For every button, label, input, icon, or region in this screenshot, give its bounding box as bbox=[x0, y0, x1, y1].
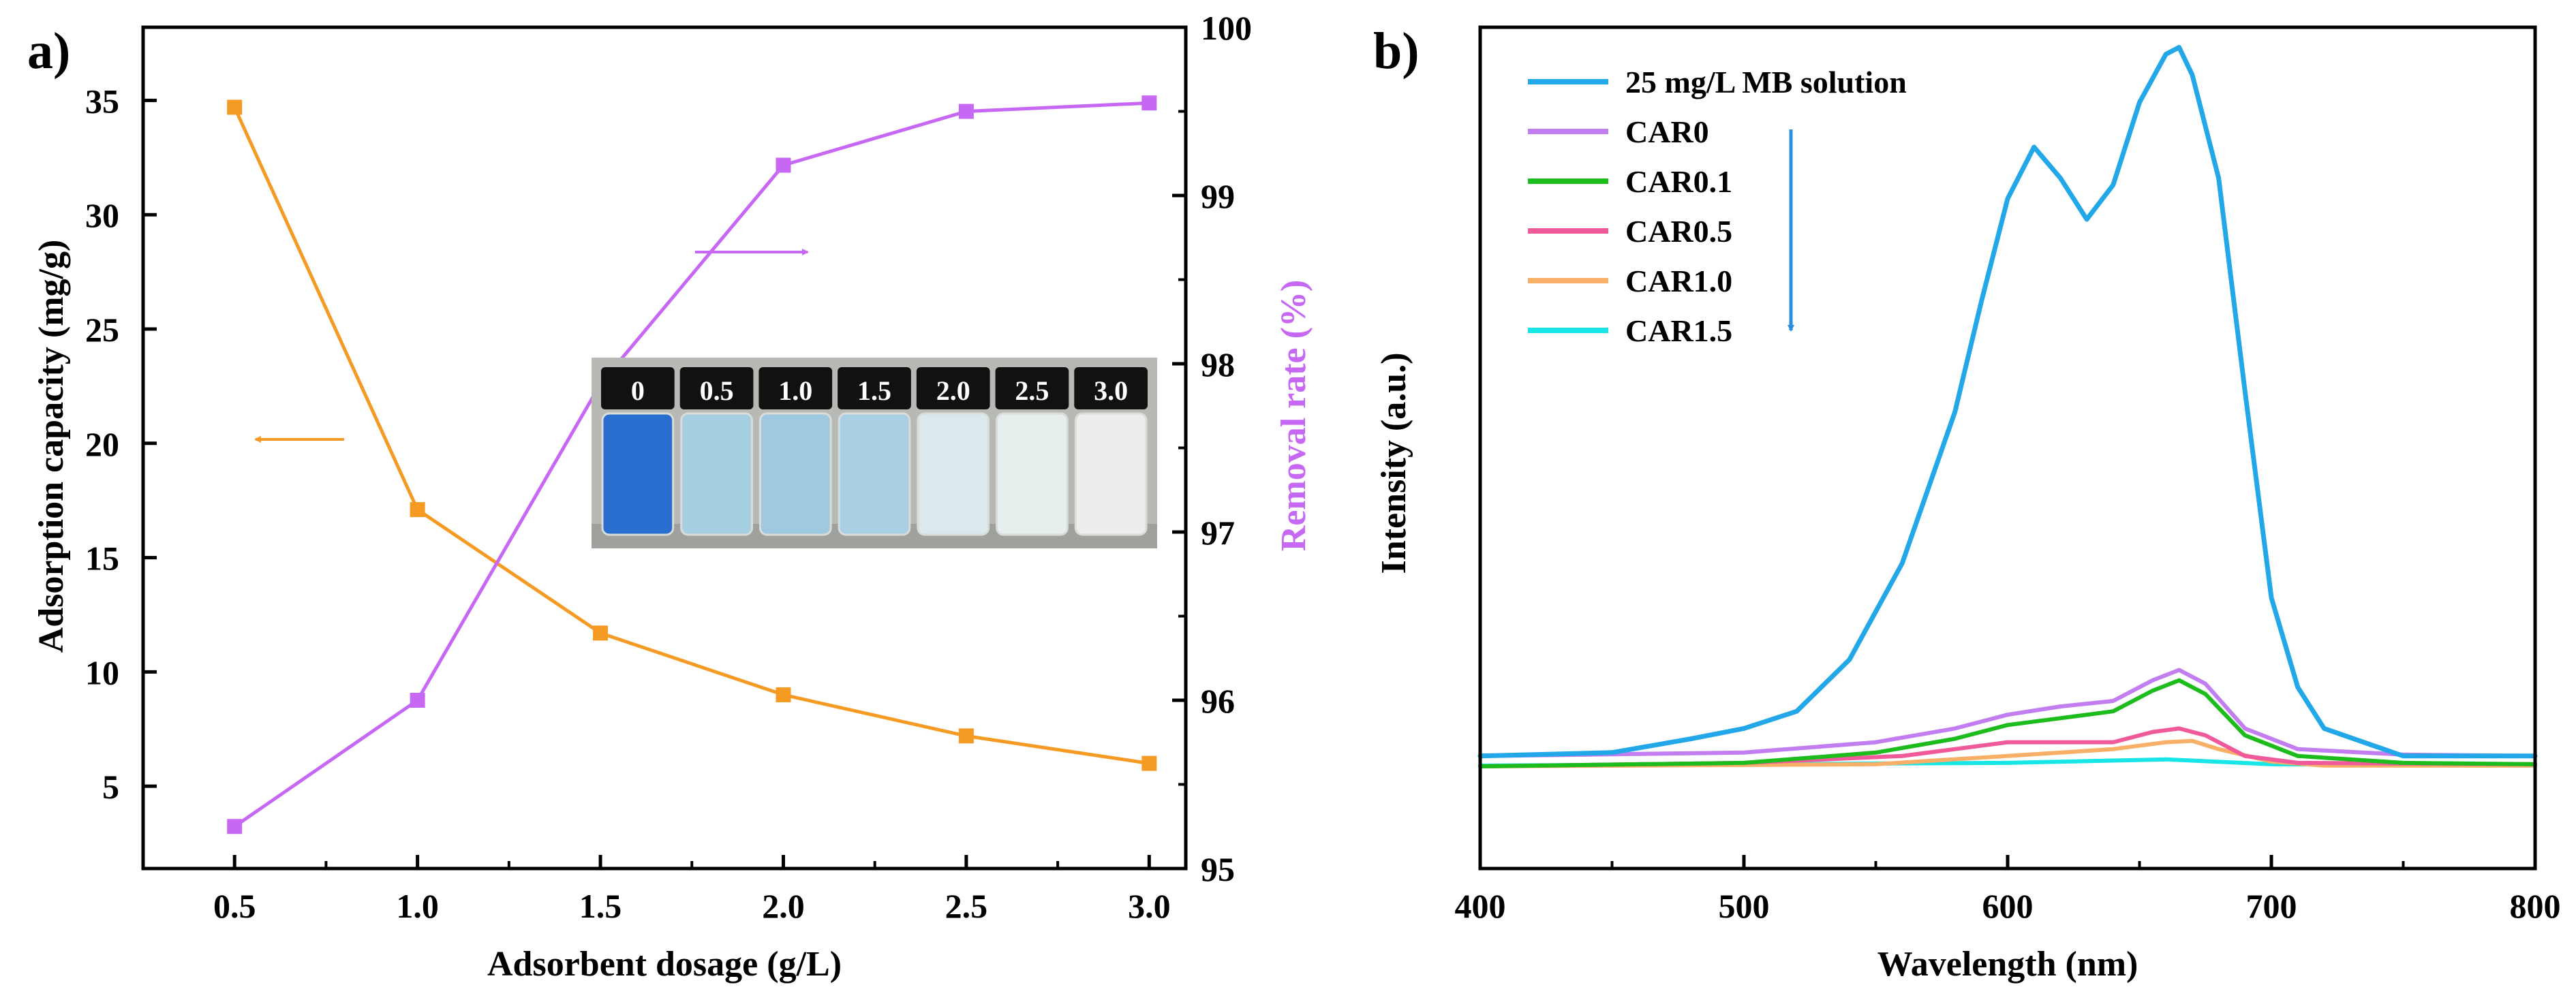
y2-tick-label: 98 bbox=[1201, 345, 1235, 384]
x-tick-label: 800 bbox=[2510, 887, 2561, 925]
x-tick-label: 400 bbox=[1455, 887, 1506, 925]
vial-body bbox=[917, 412, 990, 536]
vial-cap bbox=[838, 367, 911, 409]
removal-rate-point bbox=[1141, 95, 1157, 111]
vial-label: 0.5 bbox=[700, 375, 734, 406]
x-tick-label: 700 bbox=[2246, 887, 2297, 925]
vial-cap bbox=[995, 367, 1069, 409]
x-tick-label: 500 bbox=[1719, 887, 1770, 925]
vial-label: 2.0 bbox=[936, 375, 970, 406]
vial-cap bbox=[916, 367, 990, 409]
spectrum-line bbox=[1477, 45, 2538, 759]
y-tick-label: 5 bbox=[102, 768, 119, 806]
x-tick-label: 2.5 bbox=[945, 887, 988, 925]
panel-a-x-ticks: 0.5 1.0 1.5 2.0 2.5 3.0 bbox=[213, 855, 1171, 925]
panel-a: a) 0.5 1.0 1.5 2.0 2.5 3.0 5 10 15 20 25 30 35 95 96… bbox=[27, 9, 1313, 984]
vial-cap bbox=[758, 367, 833, 409]
panel-b: b) 400 500 600 700 800 Wavelength (nm) Inten… bbox=[1373, 22, 2561, 984]
y-tick-label: 10 bbox=[85, 653, 119, 691]
spectrum-line bbox=[1478, 726, 2537, 768]
panel-a-y2-ticks: 95 96 97 98 99 100 bbox=[1172, 9, 1252, 888]
adsorption-capacity-line bbox=[232, 106, 1150, 766]
legend-label: CAR1.0 bbox=[1625, 264, 1732, 298]
y-tick-label: 25 bbox=[85, 311, 119, 349]
adsorption-capacity-point bbox=[227, 99, 243, 115]
x-tick-label: 2.0 bbox=[762, 887, 805, 925]
removal-rate-point bbox=[227, 819, 243, 834]
panel-b-y-axis-title: Intensity (a.u.) bbox=[1375, 352, 1413, 574]
adsorption-capacity-point bbox=[776, 687, 791, 702]
y2-tick-label: 99 bbox=[1201, 177, 1235, 215]
y2-tick-label: 95 bbox=[1201, 850, 1235, 888]
panel-b-x-ticks: 400 500 600 700 800 bbox=[1455, 855, 2561, 925]
panel-a-markers bbox=[227, 95, 1157, 834]
vial-cap bbox=[1074, 367, 1148, 409]
vial-cap bbox=[601, 367, 675, 409]
panel-b-label: b) bbox=[1373, 22, 1420, 80]
vial-label: 3.0 bbox=[1094, 375, 1128, 406]
panel-b-curves bbox=[1477, 45, 2538, 768]
vial-body bbox=[996, 412, 1069, 536]
panel-b-x-axis-title: Wavelength (nm) bbox=[1877, 945, 2138, 984]
vial-body bbox=[601, 412, 675, 536]
adsorption-capacity-point bbox=[410, 502, 425, 518]
vial-body bbox=[1074, 412, 1148, 536]
spectrum-line bbox=[1478, 678, 2537, 768]
x-tick-label: 1.0 bbox=[396, 887, 439, 925]
legend-label: 25 mg/L MB solution bbox=[1625, 65, 1907, 99]
panel-a-x-axis-title: Adsorbent dosage (g/L) bbox=[487, 945, 842, 984]
vial-body bbox=[838, 412, 911, 536]
x-tick-label: 600 bbox=[1982, 887, 2034, 925]
inset-vial-photo: 0 0.5 1.0 1.5 2.0 2.5 3.0 bbox=[592, 358, 1157, 548]
y2-tick-label: 96 bbox=[1201, 682, 1235, 720]
adsorption-capacity-point bbox=[1141, 755, 1157, 771]
panel-a-y-ticks: 5 10 15 20 25 30 35 bbox=[85, 82, 157, 806]
y-tick-label: 15 bbox=[85, 540, 119, 578]
y2-tick-label: 97 bbox=[1201, 514, 1235, 552]
legend-label: CAR1.5 bbox=[1625, 313, 1732, 348]
removal-rate-point bbox=[776, 157, 791, 173]
legend-label: CAR0.5 bbox=[1625, 214, 1732, 249]
x-tick-label: 0.5 bbox=[213, 887, 256, 925]
y-tick-label: 20 bbox=[85, 425, 119, 463]
vial-label: 1.5 bbox=[857, 375, 891, 406]
panel-a-label: a) bbox=[27, 22, 70, 80]
y-tick-label: 35 bbox=[85, 82, 119, 120]
vial-body bbox=[680, 412, 753, 536]
vial-label: 2.5 bbox=[1015, 375, 1049, 406]
panel-a-y-axis-title: Adsorption capacity (mg/g) bbox=[32, 240, 71, 653]
x-tick-label: 1.5 bbox=[579, 887, 622, 925]
vial-body bbox=[758, 412, 832, 536]
vial-label: 1.0 bbox=[778, 375, 812, 406]
adsorption-capacity-point bbox=[958, 728, 974, 744]
x-tick-label: 3.0 bbox=[1128, 887, 1171, 925]
y2-tick-label: 100 bbox=[1201, 9, 1252, 47]
spectrum-line bbox=[1478, 668, 2537, 758]
removal-rate-point bbox=[410, 693, 425, 708]
panel-a-y2-axis-title: Removal rate (%) bbox=[1274, 280, 1313, 552]
panel-a-curves bbox=[232, 101, 1150, 828]
removal-rate-line bbox=[233, 101, 1150, 828]
y-tick-label: 30 bbox=[85, 196, 119, 234]
removal-rate-point bbox=[958, 104, 974, 119]
legend-label: CAR0 bbox=[1625, 114, 1709, 149]
vial-cap bbox=[679, 367, 754, 409]
vial-label: 0 bbox=[631, 375, 645, 406]
adsorption-capacity-point bbox=[593, 625, 609, 641]
panel-b-legend: 25 mg/L MB solution CAR0 CAR0.1 CAR0.5 CAR1.… bbox=[1528, 65, 1907, 348]
legend-label: CAR0.1 bbox=[1625, 164, 1732, 199]
